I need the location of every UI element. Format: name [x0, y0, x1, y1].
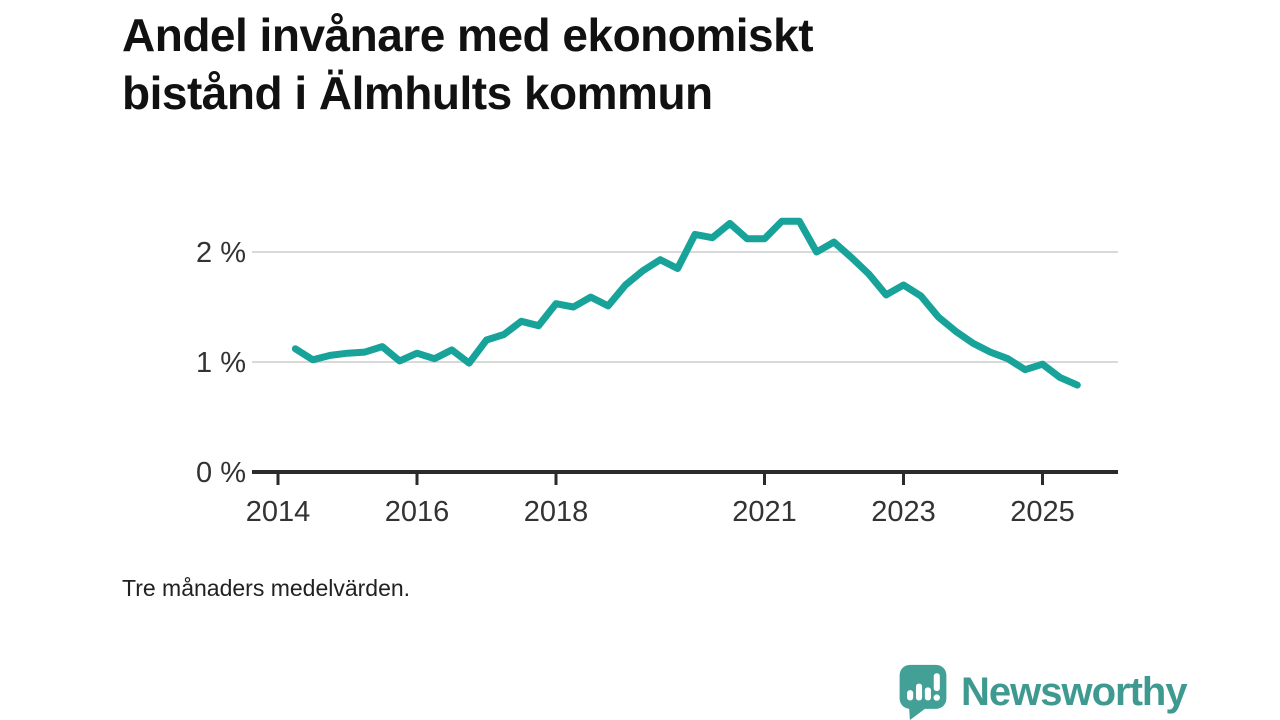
newsworthy-logo: Newsworthy: [897, 663, 1188, 720]
y-tick-label: 1 %: [196, 347, 246, 379]
x-tick-label: 2023: [871, 496, 936, 528]
x-tick-label: 2018: [524, 496, 589, 528]
title-line-1: Andel invånare med ekonomiskt: [122, 9, 814, 61]
y-tick-label: 2 %: [196, 237, 246, 269]
x-tick-label: 2021: [732, 496, 797, 528]
x-tick-label: 2014: [246, 496, 311, 528]
title-line-2: bistånd i Älmhults kommun: [122, 67, 713, 119]
x-tick-label: 2016: [385, 496, 450, 528]
trend-line: [291, 217, 1081, 389]
x-tick-label: 2025: [1010, 496, 1075, 528]
bar-chart-speech-bubble-icon: [899, 664, 947, 720]
line-chart: 0 % 1 % 2 % 2014 2016 2018 2021 2023 2025: [196, 217, 1118, 528]
y-tick-label: 0 %: [196, 457, 246, 489]
brand-name: Newsworthy: [961, 669, 1188, 714]
page-title: Andel invånare med ekonomiskt bistånd i …: [122, 6, 814, 122]
chart-footnote: Tre månaders medelvärden.: [122, 575, 411, 601]
